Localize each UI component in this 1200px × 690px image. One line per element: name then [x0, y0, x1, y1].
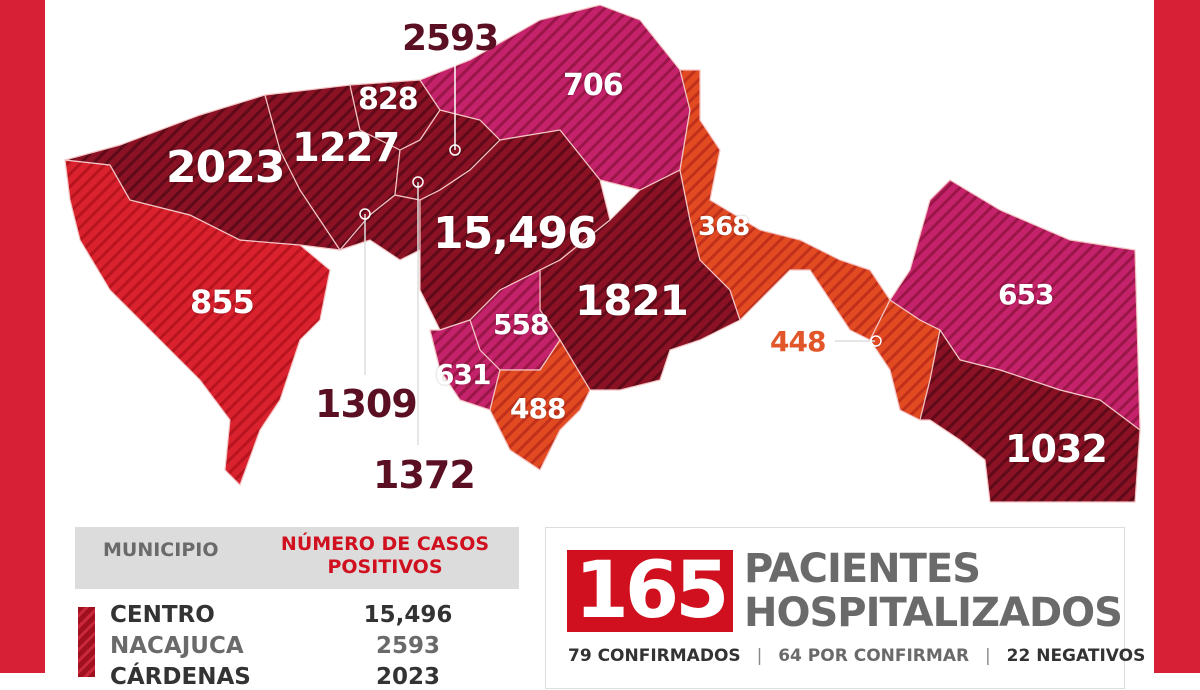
- map-label: 706: [563, 68, 624, 103]
- left-frame: [0, 0, 45, 673]
- map-label: 828: [358, 82, 419, 117]
- region-368: [679, 69, 891, 341]
- region-631: [429, 319, 501, 411]
- map-label: 1227: [292, 125, 400, 171]
- separator: |: [756, 646, 763, 666]
- map-label: 15,496: [433, 208, 598, 259]
- map-label: 448: [770, 325, 826, 358]
- map-label: 1032: [1005, 427, 1108, 471]
- right-frame: [1154, 0, 1200, 673]
- map-label: 1821: [575, 276, 689, 325]
- leader-lines: [359, 65, 882, 445]
- hospitalized-title-2: HOSPITALIZADOS: [744, 590, 1123, 636]
- case-count: 15,496: [363, 602, 453, 628]
- pending-count: 64 POR CONFIRMAR: [778, 646, 970, 666]
- map-label: 631: [435, 358, 491, 391]
- hospitalized-panel: 165 PACIENTES HOSPITALIZADOS 79 CONFIRMA…: [545, 527, 1145, 689]
- map-label: 558: [493, 308, 549, 341]
- case-count: 2593: [375, 633, 440, 659]
- region-1032: [919, 328, 1141, 503]
- municipio-name: CENTRO: [110, 602, 215, 628]
- tabasco-map: [64, 4, 1141, 503]
- region-488: [489, 338, 591, 471]
- header-municipio: MUNICIPIO: [103, 539, 219, 561]
- color-legend-marker: [78, 607, 95, 677]
- confirmed-count: 79 CONFIRMADOS: [568, 646, 741, 666]
- map-label: 368: [698, 212, 750, 242]
- header-casos-line2: POSITIVOS: [327, 556, 443, 578]
- hospitalized-title-1: PACIENTES: [744, 546, 981, 592]
- map-label: 488: [510, 392, 566, 425]
- negative-count: 22 NEGATIVOS: [1006, 646, 1146, 666]
- separator: |: [984, 646, 991, 666]
- map-label: 2593: [402, 18, 499, 59]
- map-label: 855: [190, 283, 255, 321]
- hospitalized-breakdown: 79 CONFIRMADOS | 64 POR CONFIRMAR | 22 N…: [568, 646, 1155, 666]
- map-label: 1372: [373, 453, 476, 497]
- map-label: 1309: [315, 382, 418, 426]
- map-label: 653: [998, 278, 1054, 311]
- municipio-name: NACAJUCA: [110, 633, 244, 659]
- header-casos: NÚMERO DE CASOS POSITIVOS: [265, 533, 505, 579]
- header-casos-line1: NÚMERO DE CASOS: [280, 533, 490, 555]
- hospitalized-count: 165: [567, 550, 733, 632]
- table-header: MUNICIPIO NÚMERO DE CASOS POSITIVOS: [75, 527, 519, 589]
- map-label: 2023: [166, 142, 285, 193]
- municipio-name: CÁRDENAS: [110, 664, 251, 690]
- case-count: 2023: [375, 664, 440, 690]
